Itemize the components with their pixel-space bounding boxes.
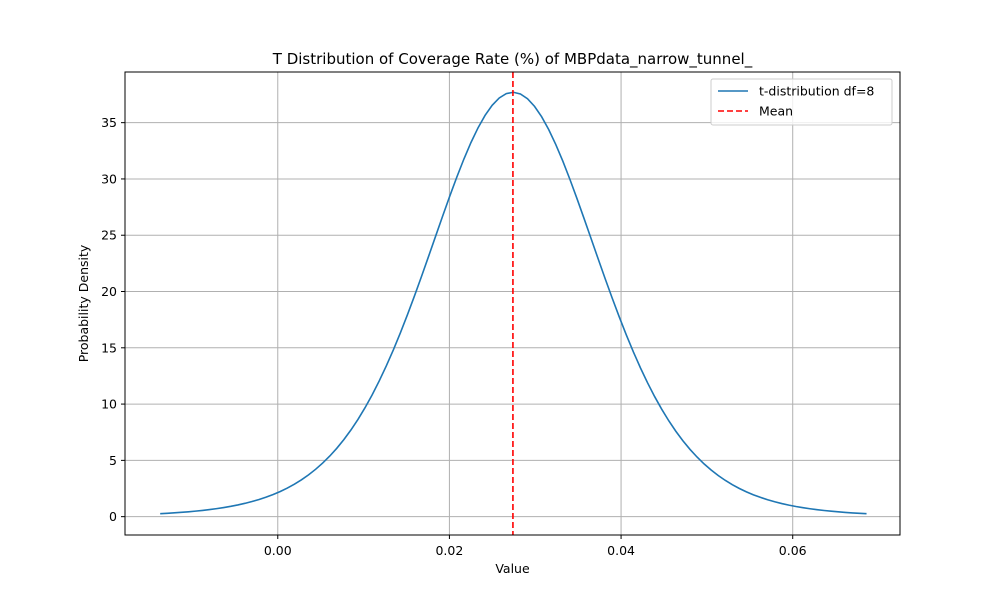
x-axis-label: Value <box>495 561 530 576</box>
y-tick-label: 25 <box>101 228 117 243</box>
ticks: 0.00 0.02 0.04 0.06 0 5 10 15 20 25 30 35 <box>101 115 807 558</box>
y-tick-label: 35 <box>101 115 117 130</box>
x-tick-label: 0.04 <box>607 543 635 558</box>
plot-frame <box>124 71 901 536</box>
y-axis-label: Probability Density <box>76 244 91 362</box>
y-tick-label: 15 <box>101 340 117 355</box>
y-tick-label: 10 <box>101 397 117 412</box>
y-tick-label: 5 <box>109 453 117 468</box>
x-tick-label: 0.02 <box>435 543 463 558</box>
y-tick-label: 20 <box>101 284 117 299</box>
legend-label-t-distribution: t-distribution df=8 <box>759 84 874 99</box>
chart-title: T Distribution of Coverage Rate (%) of M… <box>272 50 753 69</box>
legend-label-mean: Mean <box>759 104 793 119</box>
legend: t-distribution df=8 Mean <box>710 78 893 126</box>
y-tick-label: 30 <box>101 171 117 186</box>
y-tick-label: 0 <box>109 509 117 524</box>
legend-box <box>710 78 893 126</box>
series-layer <box>160 72 867 535</box>
x-tick-label: 0.06 <box>779 543 807 558</box>
x-tick-label: 0.00 <box>264 543 292 558</box>
